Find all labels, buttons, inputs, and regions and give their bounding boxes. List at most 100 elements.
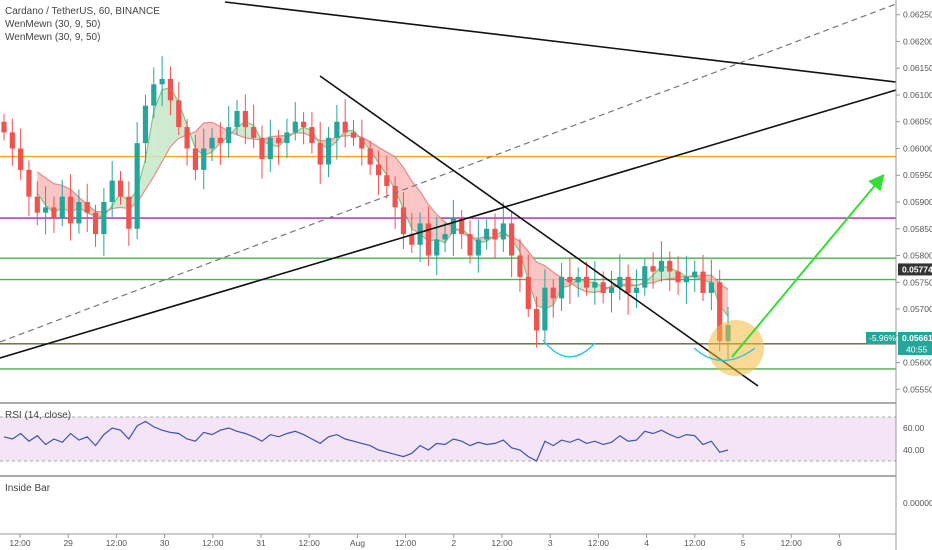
candle-down xyxy=(509,223,515,256)
candle-up xyxy=(500,223,506,240)
rsi-band xyxy=(0,417,896,461)
price-tick-label: 0.05800 xyxy=(903,251,932,261)
candle-down xyxy=(667,260,673,272)
candle-down xyxy=(392,185,398,208)
trendline-rising xyxy=(0,89,896,359)
candle-up xyxy=(142,105,149,144)
time-tick-label: 3 xyxy=(548,538,553,548)
cloud-segment-down xyxy=(411,181,421,235)
price-tick-label: 0.05900 xyxy=(903,197,932,207)
time-tick-label: 12:00 xyxy=(491,538,513,548)
candle-down xyxy=(533,309,540,331)
candle-down xyxy=(600,282,606,293)
target-arrow xyxy=(731,173,885,358)
trendline-descending xyxy=(319,75,759,387)
candle-up xyxy=(201,148,207,170)
candle-down xyxy=(459,218,465,235)
time-tick-label: 12:00 xyxy=(9,538,31,548)
time-tick-label: 30 xyxy=(160,538,170,548)
candle-down xyxy=(9,132,15,149)
time-tick-label: Aug xyxy=(350,538,365,548)
candle-up xyxy=(134,143,140,229)
candle-down xyxy=(117,180,124,197)
indicator-legend-2[interactable]: WenMewn (30, 9, 50) xyxy=(5,32,101,43)
candle-down xyxy=(217,137,223,144)
candle-up xyxy=(608,287,615,293)
candle-up xyxy=(484,228,490,240)
price-tick-label: 0.05950 xyxy=(903,170,932,180)
candle-up xyxy=(434,239,440,256)
symbol-title[interactable]: Cardano / TetherUS, 60, BINANCE xyxy=(5,6,160,17)
candle-up xyxy=(658,260,665,272)
candle-up xyxy=(59,196,65,219)
time-tick-label: 4 xyxy=(644,538,649,548)
candle-down xyxy=(492,228,498,240)
candle-up xyxy=(617,276,623,288)
candle-down xyxy=(625,276,631,293)
candle-down xyxy=(167,78,174,101)
candle-down xyxy=(675,271,681,283)
candle-down xyxy=(384,175,390,186)
candle-down xyxy=(18,148,24,170)
last-price-label: 0.05774 xyxy=(902,264,932,274)
candle-down xyxy=(700,271,706,293)
price-pane[interactable] xyxy=(0,1,896,387)
candle-up xyxy=(292,121,298,133)
candle-down xyxy=(192,148,199,170)
countdown-label: 40:55 xyxy=(906,345,928,355)
candle-down xyxy=(550,287,556,299)
candle-up xyxy=(101,202,107,235)
candle-down xyxy=(317,143,323,165)
candle-up xyxy=(226,127,232,144)
time-tick-label: 12:00 xyxy=(106,538,128,548)
price-tick-label: 0.06250 xyxy=(903,10,932,20)
candle-down xyxy=(176,100,182,128)
candle-up xyxy=(692,271,698,277)
candle-up xyxy=(76,202,82,224)
indicator-legend-1[interactable]: WenMewn (30, 9, 50) xyxy=(5,19,101,30)
candle-up xyxy=(642,266,648,288)
candle-up xyxy=(334,121,340,138)
candle-up xyxy=(267,137,273,160)
cloud-fast-line xyxy=(36,87,729,317)
candle-down xyxy=(259,137,265,160)
candle-down xyxy=(126,196,132,229)
time-tick-label: 12:00 xyxy=(588,538,610,548)
rsi-tick-label: 40.00 xyxy=(903,445,925,455)
candle-down xyxy=(242,111,248,128)
countdown-badge xyxy=(898,344,932,355)
cloud-segment-down xyxy=(395,156,404,210)
rsi-pane[interactable] xyxy=(0,416,896,462)
price-tick-label: 0.06000 xyxy=(903,143,932,153)
candle-down xyxy=(276,137,282,144)
candle-up xyxy=(442,234,448,240)
candle-up xyxy=(633,287,640,293)
candle-up xyxy=(159,78,165,85)
trend-drawings xyxy=(0,1,896,387)
cloud-slow-line xyxy=(36,121,729,293)
cloud-segment-down xyxy=(519,241,529,281)
rsi-legend[interactable]: RSI (14, close) xyxy=(5,410,72,421)
candle-down xyxy=(717,282,723,342)
candle-down xyxy=(359,137,365,149)
price-axis[interactable]: 0.06250 0.06200 0.06150 0.06100 0.06050 0.060… xyxy=(896,10,932,395)
last-price-badge xyxy=(898,263,932,276)
price-tick-label: 0.06050 xyxy=(903,117,932,127)
candle-up xyxy=(234,111,240,128)
candle-down xyxy=(92,212,99,235)
candle-down xyxy=(26,169,32,197)
candle-down xyxy=(184,127,190,149)
candle-up xyxy=(708,282,714,293)
candle-down xyxy=(650,266,656,272)
price-labels: 0.05774 0.05661 40:55 -5.96% xyxy=(866,263,932,355)
inside-bar-legend[interactable]: Inside Bar xyxy=(5,483,51,494)
cloud-segment-down xyxy=(528,251,537,306)
candle-down xyxy=(525,276,531,310)
candle-down xyxy=(409,234,415,245)
time-tick-label: 29 xyxy=(63,538,73,548)
time-axis[interactable]: 12:00 29 12:00 30 12:00 31 12:00 Aug 12:00 2 12:00… xyxy=(9,534,842,548)
cloud-segment-down xyxy=(386,152,396,190)
time-tick-label: 5 xyxy=(741,538,746,548)
cup-curve-right xyxy=(693,347,756,362)
